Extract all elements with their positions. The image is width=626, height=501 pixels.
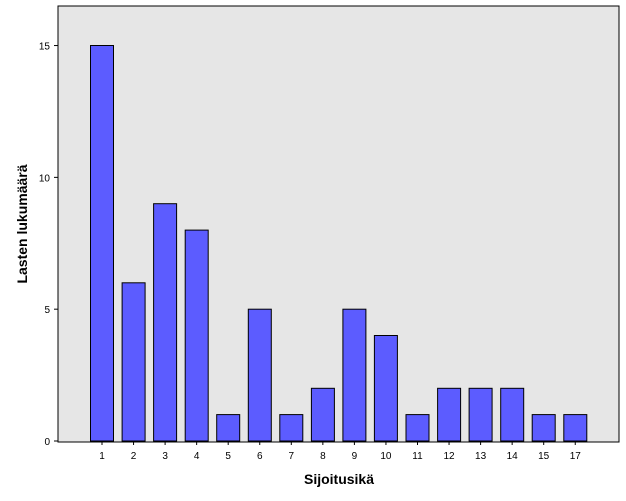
bar-1 <box>90 45 114 442</box>
bars-group <box>90 45 588 442</box>
x-tick-label: 13 <box>475 451 487 462</box>
x-tick-label: 7 <box>289 451 295 462</box>
x-tick-label: 12 <box>443 451 455 462</box>
x-tick-label: 10 <box>380 451 392 462</box>
x-tick-label: 6 <box>257 451 263 462</box>
bar-7 <box>279 414 304 442</box>
bar-11 <box>405 414 430 442</box>
x-tick-label: 3 <box>162 451 168 462</box>
bar-8 <box>310 387 335 442</box>
x-tick-label: 1 <box>99 451 105 462</box>
bar-15 <box>531 414 556 442</box>
x-tick-label: 2 <box>131 451 137 462</box>
x-axis: 1 2 3 4 5 6 7 8 9 10 11 12 13 14 15 17 <box>99 441 581 462</box>
x-tick-label: 5 <box>225 451 231 462</box>
bar-5 <box>216 414 241 442</box>
y-tick-label: 15 <box>39 42 51 53</box>
bar-13 <box>468 387 493 442</box>
x-tick-label: 8 <box>320 451 326 462</box>
bar-4 <box>184 229 209 442</box>
bar-17 <box>563 414 588 442</box>
y-tick-label: 5 <box>44 305 50 316</box>
x-tick-label: 11 <box>412 451 423 462</box>
y-axis: 0 5 10 15 <box>39 42 58 448</box>
x-axis-title: Sijoitusikä <box>304 471 374 487</box>
x-tick-label: 9 <box>352 451 358 462</box>
y-tick-label: 10 <box>39 173 51 184</box>
y-axis-title: Lasten lukumäärä <box>14 164 30 283</box>
x-tick-label: 4 <box>194 451 200 462</box>
bar-10 <box>373 335 398 442</box>
y-tick-label: 0 <box>44 437 50 448</box>
bar-2 <box>121 282 146 442</box>
bar-14 <box>500 387 525 442</box>
x-tick-label: 15 <box>538 451 550 462</box>
bar-9 <box>342 308 367 442</box>
x-tick-label: 17 <box>570 451 582 462</box>
bar-6 <box>247 308 272 442</box>
x-tick-label: 14 <box>507 451 519 462</box>
plot-area <box>57 5 620 443</box>
bar-3 <box>153 203 178 442</box>
bar-12 <box>437 387 462 442</box>
